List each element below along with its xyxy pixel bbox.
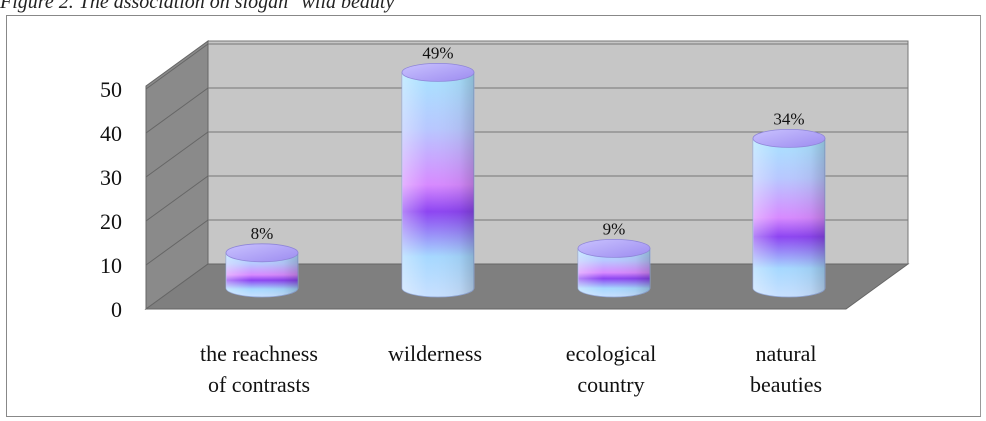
data-labels: 8% 49% 9% 34%: [251, 43, 805, 242]
bar-shade: [753, 138, 825, 297]
floor: [144, 263, 910, 310]
y-tick-label: 20: [100, 209, 122, 234]
bar-shade: [226, 252, 298, 297]
y-tick-label: 30: [100, 165, 122, 190]
category-label: natural beauties: [750, 341, 822, 397]
bar: [225, 243, 299, 298]
bar: [401, 63, 475, 298]
gridline-side: [145, 131, 209, 178]
gridline-side: [145, 43, 209, 90]
bar-top: [577, 238, 651, 258]
chart-walls: [144, 40, 910, 310]
category-label: wilderness: [388, 341, 482, 366]
category-label: the reachness of contrasts: [200, 341, 318, 397]
y-tick-label: 0: [111, 297, 122, 322]
bar-top: [225, 243, 299, 263]
bar-top: [401, 63, 475, 82]
gridline-side: [145, 87, 209, 134]
x-axis: the reachness of contrasts wilderness ecolo…: [200, 341, 822, 397]
data-label: 34%: [773, 109, 804, 128]
bar: [577, 238, 651, 298]
y-tick-label: 10: [100, 253, 122, 278]
category-label: ecological country: [566, 341, 656, 397]
data-label: 49%: [422, 43, 453, 62]
y-tick-label: 50: [100, 77, 122, 102]
gridline-side: [145, 219, 209, 266]
bar: [752, 128, 826, 298]
y-axis: 0 10 20 30 40 50: [100, 77, 122, 322]
figure-caption: Figure 2. The association on slogan "wil…: [0, 0, 403, 13]
y-tick-label: 40: [100, 121, 122, 146]
bar-shade: [402, 72, 474, 298]
side-wall: [145, 40, 209, 310]
bars: [225, 63, 826, 298]
bar-shade: [578, 248, 650, 297]
bar-top: [752, 128, 826, 148]
data-label: 9%: [603, 219, 626, 238]
data-label: 8%: [251, 224, 274, 243]
gridline-side: [145, 175, 209, 222]
